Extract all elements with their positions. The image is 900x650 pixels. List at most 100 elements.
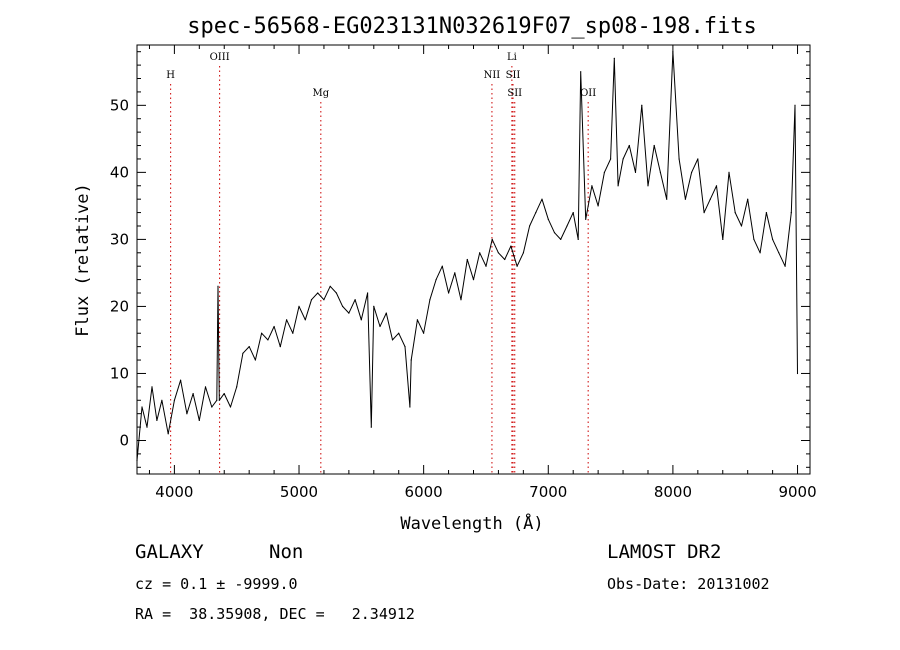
flux-point xyxy=(472,279,475,281)
flux-point xyxy=(242,352,244,354)
flux-point xyxy=(553,232,556,234)
flux-point xyxy=(709,198,711,200)
flux-point xyxy=(335,292,337,294)
flux-point xyxy=(229,406,232,408)
flux-point xyxy=(156,419,158,421)
flux-point xyxy=(491,238,493,240)
flux-point xyxy=(659,171,662,173)
flux-point xyxy=(613,57,615,60)
y-tick-label: 0 xyxy=(119,431,129,449)
x-tick-label: 6000 xyxy=(405,483,443,501)
redshift-line: cz = 0.1 ± -9999.0 xyxy=(135,575,298,593)
flux-point xyxy=(765,212,768,214)
flux-point xyxy=(516,265,518,267)
y-tick-label: 10 xyxy=(110,364,129,382)
flux-point xyxy=(186,413,188,415)
flux-point xyxy=(728,171,730,173)
flux-point xyxy=(759,252,761,254)
x-tick-label: 7000 xyxy=(529,483,567,501)
flux-point xyxy=(248,346,250,348)
flux-point xyxy=(547,218,549,220)
survey-name: LAMOST DR2 xyxy=(607,541,722,563)
flux-point xyxy=(678,158,680,160)
chart-title: spec-56568-EG023131N032619F07_sp08-198.f… xyxy=(187,14,757,39)
flux-point xyxy=(597,205,599,207)
flux-point xyxy=(370,426,372,428)
flux-point xyxy=(217,285,219,287)
spectral-line-label: SII xyxy=(506,70,521,81)
flux-point xyxy=(697,158,699,160)
spectral-line-label: NII xyxy=(484,70,501,81)
flux-point xyxy=(454,272,456,274)
flux-point xyxy=(379,325,381,328)
y-axis-label: Flux (relative) xyxy=(73,183,93,337)
flux-point xyxy=(535,212,537,214)
flux-point xyxy=(223,393,225,395)
flux-point xyxy=(342,305,344,307)
y-tick-label: 20 xyxy=(110,297,129,315)
y-tick-label: 30 xyxy=(110,230,129,248)
flux-point xyxy=(409,406,411,408)
flux-point xyxy=(772,238,774,240)
flux-point xyxy=(466,258,468,261)
flux-point xyxy=(684,198,687,200)
flux-point xyxy=(360,319,362,321)
flux-point xyxy=(254,359,256,361)
spectral-line-label: SII xyxy=(507,88,522,99)
flux-point xyxy=(794,104,796,106)
flux-point xyxy=(204,386,207,388)
flux-point xyxy=(329,285,331,287)
flux-point xyxy=(485,265,487,267)
spectral-line-label: Mg xyxy=(313,88,330,99)
flux-point xyxy=(572,212,574,214)
flux-point xyxy=(479,252,481,254)
flux-point xyxy=(560,238,562,240)
flux-point xyxy=(267,339,269,341)
flux-point xyxy=(784,265,786,267)
flux-point xyxy=(367,292,369,294)
flux-point xyxy=(577,238,579,240)
flux-point xyxy=(198,419,200,421)
flux-point xyxy=(216,399,218,401)
flux-point xyxy=(610,158,612,160)
flux-point xyxy=(796,372,799,375)
flux-point xyxy=(180,379,182,381)
flux-point xyxy=(448,292,450,294)
flux-point xyxy=(529,225,531,227)
flux-point xyxy=(292,332,294,334)
flux-point xyxy=(691,171,693,173)
flux-point xyxy=(722,238,724,240)
plot-frame xyxy=(136,44,811,475)
flux-series-line xyxy=(136,51,798,461)
flux-point xyxy=(304,319,306,321)
flux-point xyxy=(354,299,356,301)
flux-point xyxy=(585,218,587,220)
x-tick-label: 4000 xyxy=(155,483,193,501)
flux-point xyxy=(603,171,606,173)
flux-point xyxy=(641,104,643,106)
flux-point xyxy=(416,319,418,321)
flux-point xyxy=(653,144,655,147)
series-layer xyxy=(136,51,799,462)
y-tick-label: 50 xyxy=(110,96,129,114)
flux-point xyxy=(323,299,325,301)
flux-point xyxy=(410,359,412,361)
flux-point xyxy=(566,225,568,227)
observation-date: Obs-Date: 20131002 xyxy=(607,575,770,593)
flux-point xyxy=(497,252,499,254)
x-tick-label: 5000 xyxy=(280,483,318,501)
flux-point xyxy=(236,386,238,388)
x-tick-label: 9000 xyxy=(778,483,816,501)
flux-point xyxy=(747,198,749,200)
flux-point xyxy=(622,158,624,160)
flux-point xyxy=(348,312,350,314)
flux-point xyxy=(161,399,163,401)
flux-point xyxy=(647,185,649,187)
x-axis-label: Wavelength (Å) xyxy=(400,512,543,534)
flux-point xyxy=(298,305,300,307)
spectral-line-markers: H OIII Mg NII Li SII SII OII xyxy=(166,52,596,474)
flux-point xyxy=(580,71,582,73)
flux-point xyxy=(734,212,736,214)
flux-point xyxy=(423,332,425,334)
